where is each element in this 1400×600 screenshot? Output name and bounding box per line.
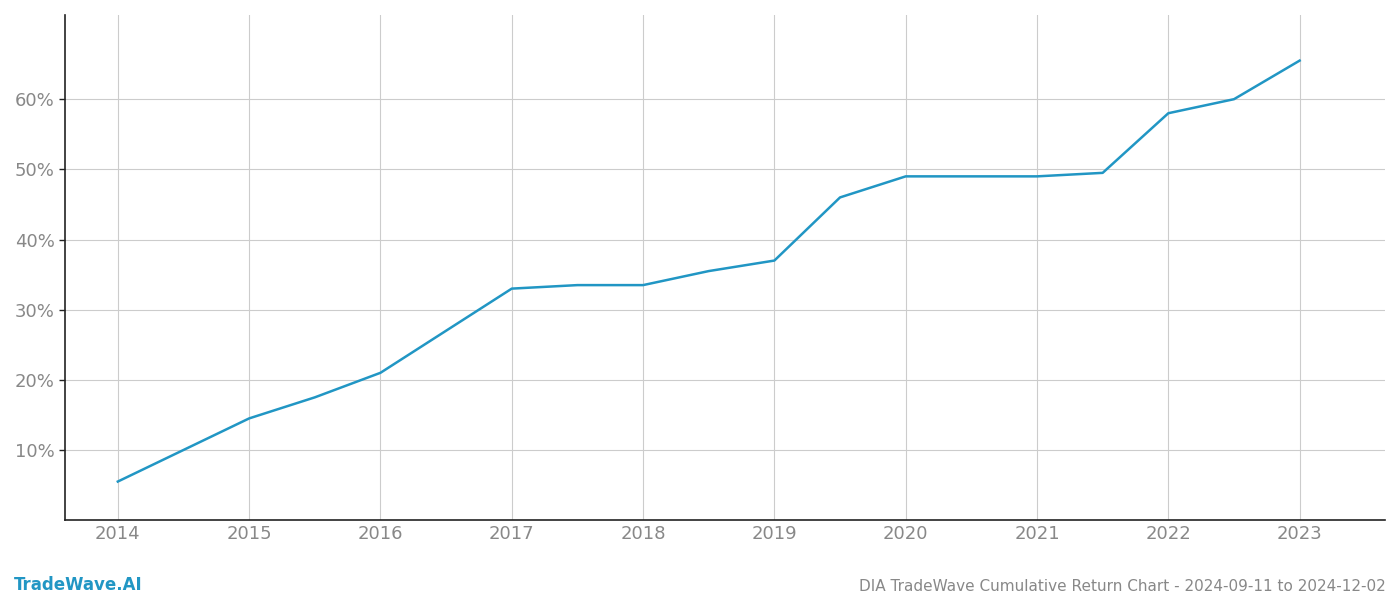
Text: TradeWave.AI: TradeWave.AI	[14, 576, 143, 594]
Text: DIA TradeWave Cumulative Return Chart - 2024-09-11 to 2024-12-02: DIA TradeWave Cumulative Return Chart - …	[860, 579, 1386, 594]
